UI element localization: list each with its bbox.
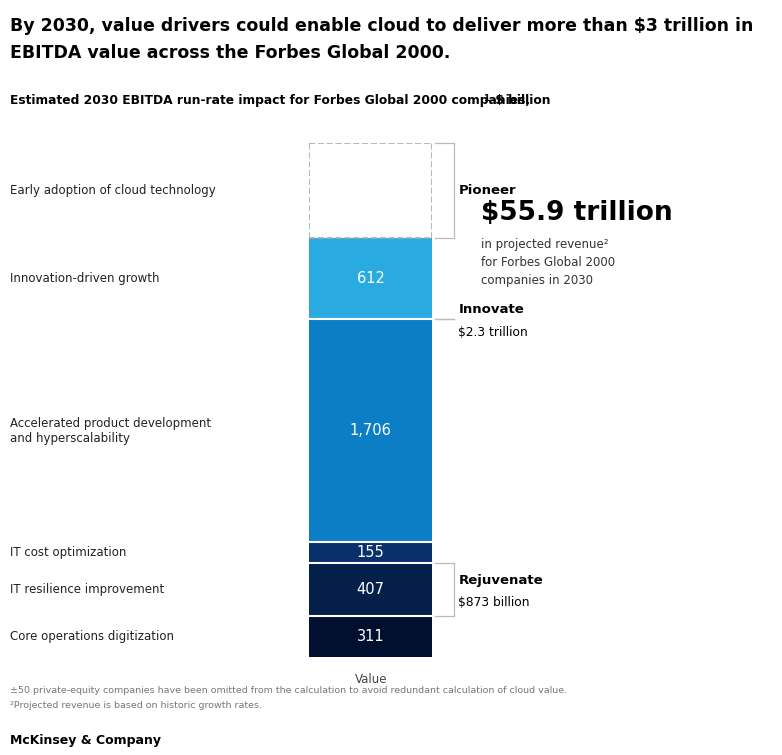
Text: 1,706: 1,706	[350, 423, 392, 438]
Text: Innovate: Innovate	[458, 303, 524, 316]
Text: By 2030, value drivers could enable cloud to deliver more than $3 trillion in: By 2030, value drivers could enable clou…	[10, 17, 754, 35]
Text: 311: 311	[357, 629, 385, 644]
Text: Early adoption of cloud technology: Early adoption of cloud technology	[10, 184, 216, 198]
Text: IT resilience improvement: IT resilience improvement	[10, 583, 164, 596]
Text: Value: Value	[354, 673, 387, 686]
Text: $ billion: $ billion	[491, 94, 551, 107]
Text: Accelerated product development
and hyperscalability: Accelerated product development and hype…	[10, 417, 211, 445]
Text: ±50 private-equity companies have been omitted from the calculation to avoid red: ±50 private-equity companies have been o…	[10, 686, 567, 695]
Text: 1: 1	[483, 94, 490, 103]
Text: Innovation-driven growth: Innovation-driven growth	[10, 272, 160, 285]
Text: Rejuvenate: Rejuvenate	[458, 574, 543, 587]
Bar	[309, 616, 432, 657]
Bar	[309, 562, 432, 616]
Text: $55.9 trillion: $55.9 trillion	[481, 200, 673, 226]
Text: EBITDA value across the Forbes Global 2000.: EBITDA value across the Forbes Global 20…	[10, 44, 450, 62]
Text: $873 billion: $873 billion	[458, 596, 529, 609]
Bar	[309, 143, 432, 239]
Text: Estimated 2030 EBITDA run-rate impact for Forbes Global 2000 companies,: Estimated 2030 EBITDA run-rate impact fo…	[10, 94, 530, 107]
Text: Pioneer: Pioneer	[458, 184, 516, 198]
Text: $2.3 trillion: $2.3 trillion	[458, 325, 528, 339]
Text: IT cost optimization: IT cost optimization	[10, 546, 127, 559]
Text: 612: 612	[357, 271, 385, 286]
Text: 407: 407	[357, 582, 385, 597]
Bar	[309, 542, 432, 562]
Bar	[309, 239, 432, 319]
Text: McKinsey & Company: McKinsey & Company	[10, 734, 161, 747]
Bar	[309, 319, 432, 542]
Text: Core operations digitization: Core operations digitization	[10, 630, 174, 643]
Text: ²Projected revenue is based on historic growth rates.: ²Projected revenue is based on historic …	[10, 701, 262, 710]
Text: in projected revenue²
for Forbes Global 2000
companies in 2030: in projected revenue² for Forbes Global …	[481, 238, 615, 287]
Text: 155: 155	[357, 545, 385, 560]
